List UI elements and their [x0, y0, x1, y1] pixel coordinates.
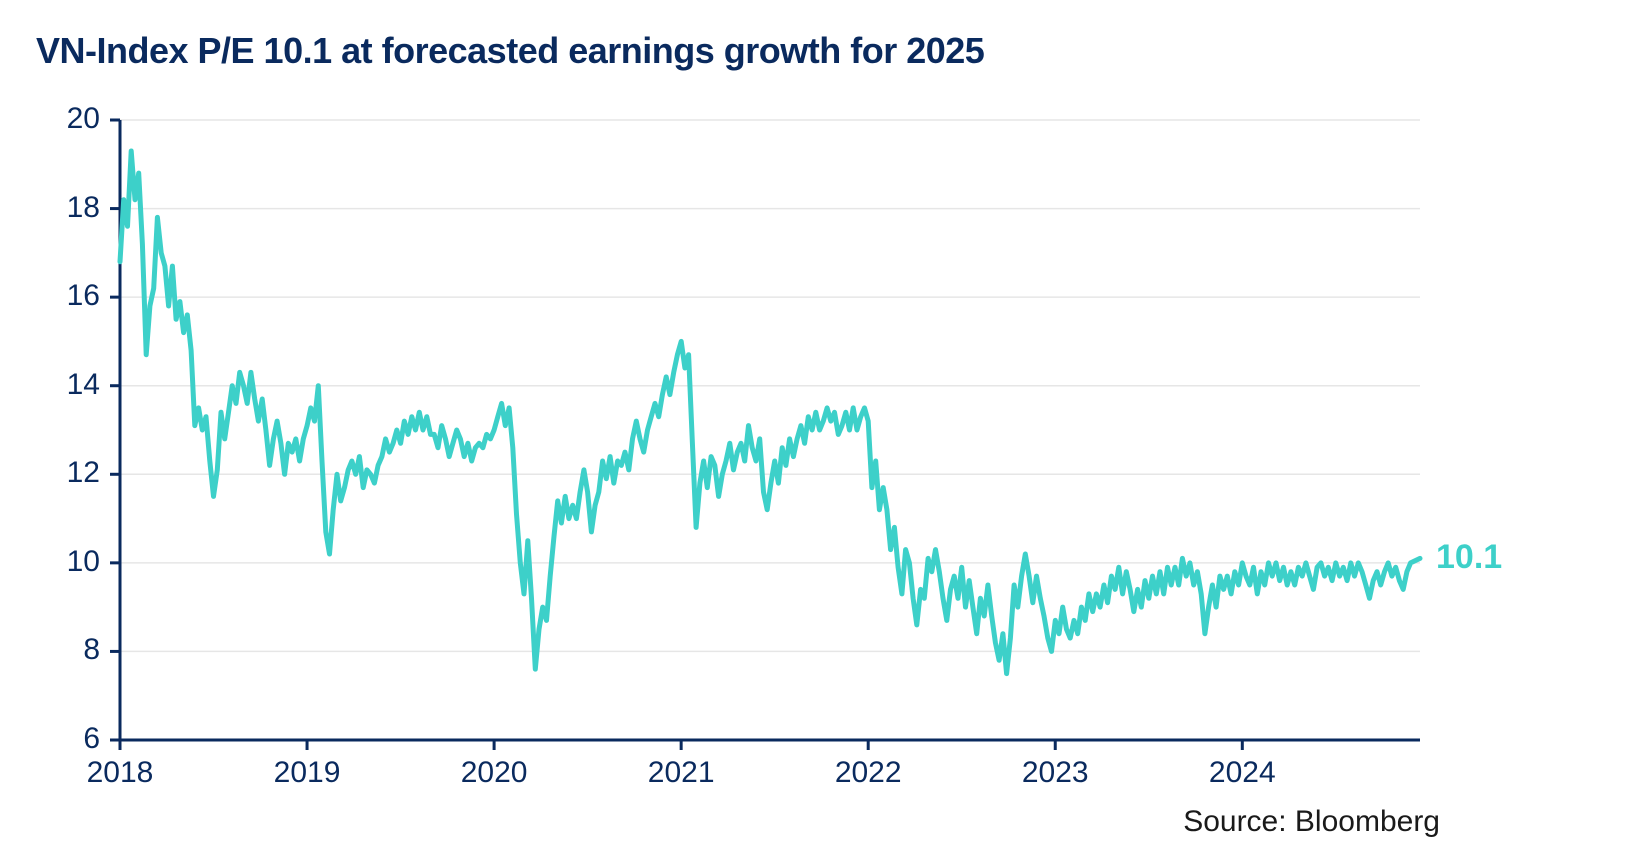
- y-tick-label: 14: [50, 368, 100, 402]
- chart-container: { "title": { "text": "VN-Index P/E 10.1 …: [0, 0, 1652, 854]
- y-tick-label: 8: [50, 633, 100, 667]
- x-tick-label: 2020: [454, 756, 534, 790]
- y-tick-label: 18: [50, 191, 100, 225]
- x-tick-label: 2019: [267, 756, 347, 790]
- x-tick-label: 2022: [828, 756, 908, 790]
- y-tick-label: 6: [50, 722, 100, 756]
- y-tick-label: 12: [50, 456, 100, 490]
- x-tick-label: 2024: [1202, 756, 1282, 790]
- line-chart-svg: [0, 0, 1652, 854]
- x-tick-label: 2023: [1015, 756, 1095, 790]
- x-tick-label: 2021: [641, 756, 721, 790]
- y-tick-label: 16: [50, 279, 100, 313]
- y-tick-label: 10: [50, 545, 100, 579]
- x-tick-label: 2018: [80, 756, 160, 790]
- y-tick-label: 20: [50, 102, 100, 136]
